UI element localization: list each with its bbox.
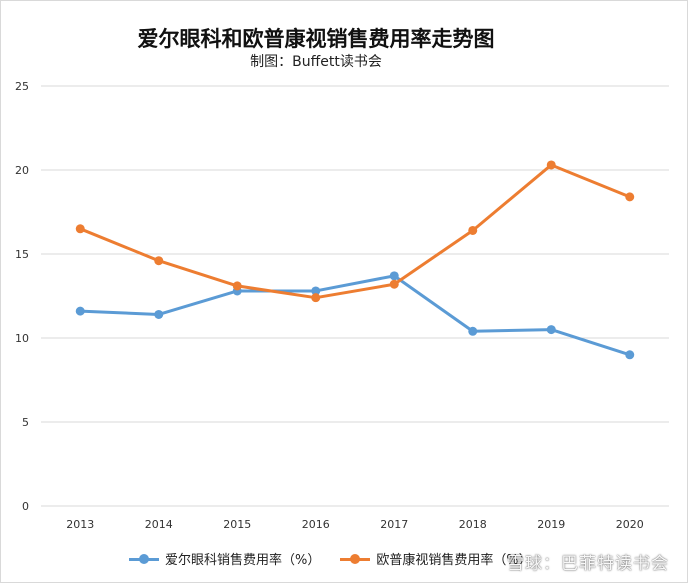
- series-line-0: [78, 274, 632, 357]
- y-tick-label-25: 25: [15, 80, 29, 93]
- legend-swatch-opkx: [340, 553, 371, 564]
- x-tick-label-2017: 2017: [380, 518, 408, 531]
- series-1-point-2013: [75, 224, 85, 234]
- x-tick-label-2013: 2013: [66, 518, 94, 531]
- y-tick-label-5: 5: [22, 416, 29, 429]
- legend-item-opkx: 欧普康视销售费用率（%）: [340, 549, 532, 568]
- series-1-point-2017: [389, 279, 399, 289]
- series-0-point-2017: [389, 271, 399, 281]
- legend: 爱尔眼科销售费用率（%） 欧普康视销售费用率（%）: [129, 549, 532, 568]
- series-0-point-2014: [154, 309, 164, 319]
- y-tick-label-20: 20: [15, 164, 29, 177]
- y-tick-label-0: 0: [22, 500, 29, 513]
- x-tick-label-2019: 2019: [537, 518, 565, 531]
- chart-title: 爱尔眼科和欧普康视销售费用率走势图: [137, 26, 495, 51]
- series-1-point-2019: [546, 160, 556, 170]
- series-0-point-2016: [311, 286, 321, 296]
- series-0-point-2013: [75, 306, 85, 316]
- series-1-point-2018: [468, 225, 478, 235]
- series-line-1: [78, 163, 632, 300]
- x-tick-label-2018: 2018: [459, 518, 487, 531]
- x-tick-label-2015: 2015: [223, 518, 251, 531]
- series-0-point-2020: [625, 350, 635, 360]
- chart-subtitle: 制图：Buffett读书会: [250, 54, 382, 70]
- legend-label-aier: 爱尔眼科销售费用率（%）: [165, 553, 321, 568]
- legend-swatch-aier: [129, 553, 159, 564]
- series-1-point-2014: [154, 256, 164, 266]
- series-1-point-2015: [232, 281, 242, 291]
- legend-label-opkx: 欧普康视销售费用率（%）: [376, 553, 532, 568]
- series-0-point-2019: [546, 325, 556, 335]
- plot-area: 0 5 10 15 20 25 2013 2014 2015 2016 2017 2018 2019 20…: [15, 80, 669, 531]
- y-tick-label-10: 10: [15, 332, 29, 345]
- watermark: 雪球：巴菲特读书会: [507, 554, 669, 574]
- series-0-point-2018: [468, 326, 478, 336]
- series-1-point-2020: [625, 192, 635, 202]
- legend-item-aier: 爱尔眼科销售费用率（%）: [129, 549, 320, 568]
- y-tick-label-15: 15: [15, 248, 29, 261]
- x-tick-label-2016: 2016: [302, 518, 330, 531]
- x-tick-label-2020: 2020: [616, 518, 644, 531]
- x-tick-label-2014: 2014: [145, 518, 173, 531]
- series-1-point-2016: [311, 293, 321, 303]
